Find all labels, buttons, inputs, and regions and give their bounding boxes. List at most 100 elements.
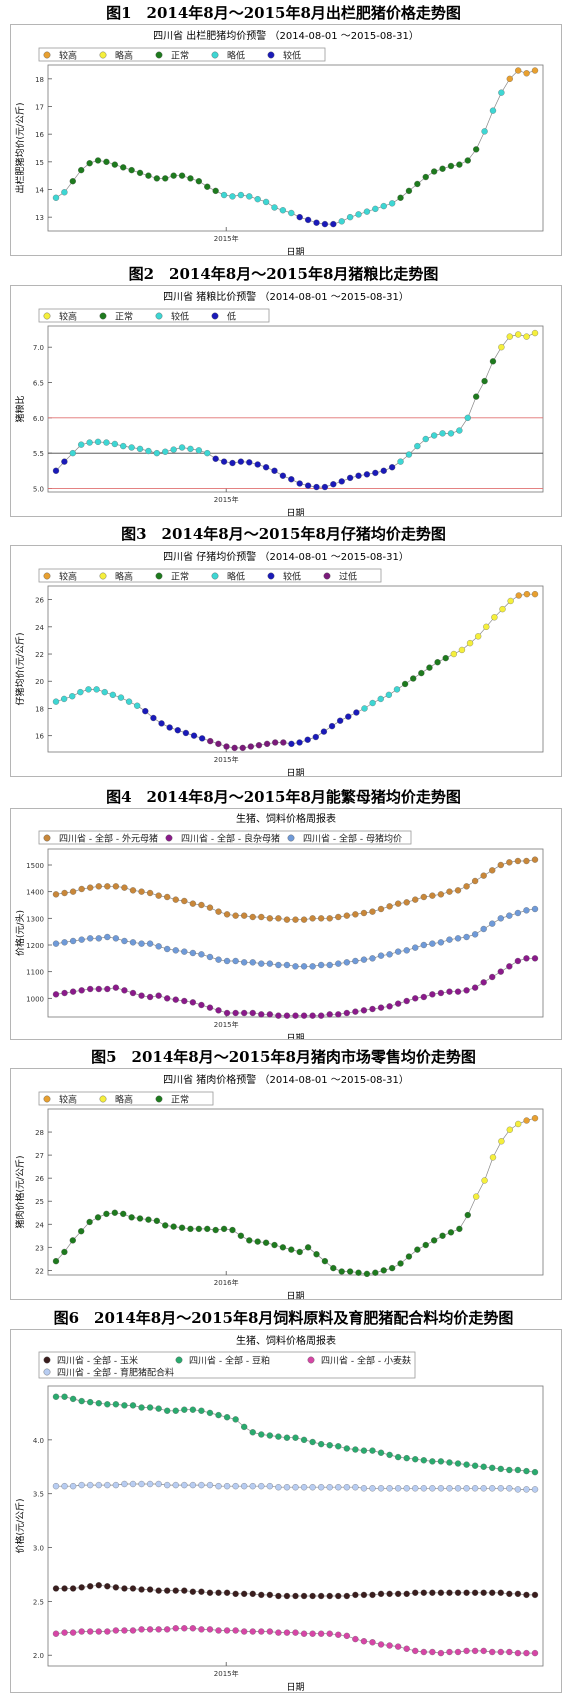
data-point: [388, 1264, 396, 1272]
data-point: [422, 1241, 429, 1249]
y-tick-label: 3.0: [33, 1545, 44, 1553]
series1-point: [164, 1407, 171, 1414]
series2-point: [87, 1628, 94, 1635]
legend-label: 较高: [59, 571, 77, 583]
series2-point: [249, 1628, 256, 1635]
series0-point: [249, 913, 256, 921]
data-point: [405, 451, 413, 458]
data-point: [101, 688, 108, 696]
data-point: [145, 447, 152, 455]
series0-point: [275, 1592, 282, 1600]
legend-label: 较高: [59, 1094, 77, 1106]
series3-point: [172, 1481, 179, 1489]
data-point: [380, 467, 387, 474]
series0-point: [283, 1592, 291, 1600]
data-point: [346, 1268, 354, 1275]
series1-point: [52, 1393, 60, 1400]
data-point: [481, 1177, 488, 1184]
legend-marker: [43, 834, 51, 842]
data-point: [330, 220, 337, 228]
data-point: [531, 329, 539, 337]
data-point: [247, 743, 254, 750]
series0-point: [164, 1587, 171, 1594]
series1-point: [352, 1446, 359, 1453]
series2-point: [360, 1638, 368, 1645]
series1-point: [523, 1467, 530, 1475]
data-point: [363, 471, 371, 478]
series2-point: [377, 952, 385, 959]
series0-point: [232, 1590, 239, 1597]
series1-point: [275, 1012, 282, 1019]
series0-point: [292, 916, 299, 923]
series2-point: [369, 955, 376, 962]
series0-point: [335, 1592, 342, 1600]
series2-point: [514, 909, 522, 917]
series2-point: [300, 963, 308, 970]
data-point: [109, 691, 116, 699]
data-point: [353, 709, 360, 716]
legend-marker: [43, 312, 51, 320]
series0-point: [138, 1586, 145, 1593]
series1-point: [215, 1007, 222, 1014]
data-point: [388, 200, 396, 207]
series0-point: [326, 1592, 333, 1600]
data-point: [431, 1237, 438, 1244]
series1-point: [386, 1451, 393, 1459]
series1-point: [112, 1401, 120, 1408]
data-point: [254, 1238, 261, 1245]
series2-point: [386, 951, 393, 958]
series3-point: [514, 1486, 522, 1493]
series1-point: [429, 1458, 436, 1465]
data-point: [418, 669, 425, 677]
data-point: [475, 633, 482, 640]
data-point: [187, 445, 194, 453]
legend-label: 四川省 - 全部 - 育肥猪配合料: [57, 1367, 174, 1379]
series3-point: [52, 1483, 60, 1490]
series1-point: [146, 993, 154, 1001]
series0-point: [420, 1589, 427, 1596]
data-point: [94, 1214, 102, 1221]
figure3-title: 图3 2014年8月～2015年8月仔猪均价走势图: [121, 525, 446, 543]
series1-point: [164, 995, 171, 1002]
series1-point: [223, 1414, 231, 1421]
data-point: [52, 1258, 60, 1265]
series0-point: [232, 912, 239, 919]
y-tick-label: 26: [35, 1175, 44, 1183]
series0-point: [437, 1589, 445, 1596]
series0-point: [275, 915, 282, 922]
series2-point: [189, 1625, 197, 1632]
legend-label: 四川省 - 全部 - 小麦麸: [321, 1355, 411, 1367]
data-point: [86, 160, 93, 167]
data-point: [393, 686, 401, 693]
series2-point: [181, 1625, 188, 1632]
data-point: [174, 727, 181, 734]
series2-point: [514, 1649, 522, 1657]
chart-title: 生猪、饲料价格周报表: [236, 812, 336, 825]
data-point: [111, 440, 118, 448]
figure1-panel: 四川省 出栏肥猪均价预警 （2014-08-01 ～2015-08-31） 较高 略…: [10, 24, 562, 258]
series1-point: [181, 997, 188, 1005]
legend-label: 低: [227, 311, 236, 323]
series2-point: [471, 1647, 479, 1655]
series3-point: [523, 1486, 530, 1493]
data-point: [414, 1246, 421, 1253]
y-tick-label: 25: [35, 1198, 44, 1206]
series2-point: [394, 948, 402, 955]
data-point: [439, 1232, 446, 1239]
series3-point: [121, 1480, 128, 1488]
series3-point: [206, 1481, 214, 1489]
figure2-chart: 四川省 猪粮比价预警 （2014-08-01 ～2015-08-31） 较高 正常 较…: [14, 290, 544, 519]
series2-point: [78, 936, 85, 943]
data-point: [355, 211, 362, 218]
data-point: [483, 623, 490, 630]
data-point: [372, 205, 379, 213]
series2-point: [258, 960, 265, 967]
series0-point: [471, 877, 479, 885]
series2-point: [155, 1626, 162, 1633]
series1-point: [403, 997, 410, 1005]
legend-box: [38, 47, 326, 62]
series2-point: [403, 1645, 410, 1652]
series0-point: [394, 900, 402, 907]
